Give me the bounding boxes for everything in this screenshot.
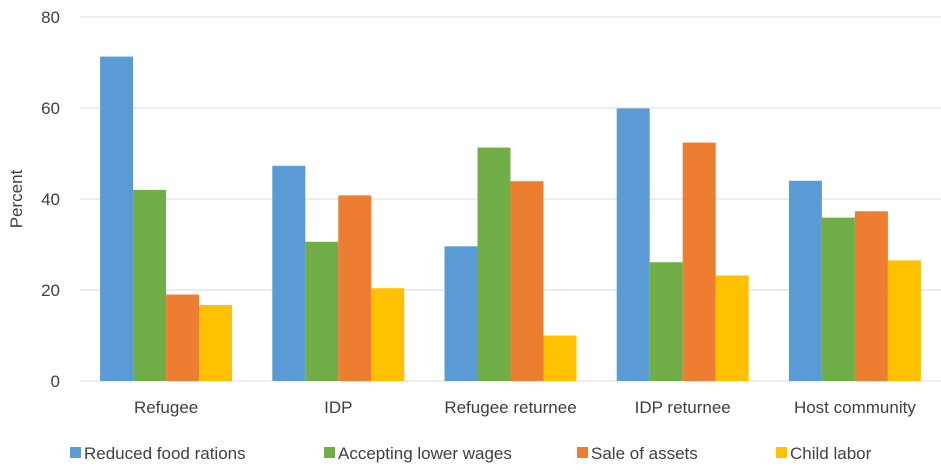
bar-reduced-food-rations-host-community — [788, 180, 822, 381]
bar-sale-of-assets-idp-returnee — [682, 142, 716, 381]
bar-sale-of-assets-refugee-returnee — [510, 181, 544, 381]
bar-accepting-lower-wages-idp — [305, 241, 339, 381]
bar-reduced-food-rations-refugee — [100, 56, 134, 382]
legend-label: Accepting lower wages — [338, 444, 512, 463]
bar-accepting-lower-wages-host-community — [821, 217, 855, 381]
bar-child-labor-refugee-returnee — [543, 335, 577, 381]
legend-label: Reduced food rations — [84, 444, 246, 463]
legend-swatch — [776, 447, 787, 458]
bar-reduced-food-rations-refugee-returnee — [444, 246, 478, 381]
y-axis-ticks: 0 20 40 60 80 — [41, 8, 60, 391]
x-tick-label: Refugee — [134, 398, 198, 417]
bars — [100, 56, 921, 382]
x-tick-label: Refugee returnee — [444, 398, 576, 417]
bar-accepting-lower-wages-refugee — [133, 189, 167, 381]
bar-child-labor-idp-returnee — [715, 275, 749, 381]
legend: Reduced food rations Accepting lower wage… — [70, 444, 872, 463]
y-tick-label: 20 — [41, 281, 60, 300]
bar-accepting-lower-wages-idp-returnee — [649, 262, 683, 381]
bar-reduced-food-rations-idp — [272, 165, 306, 381]
y-tick-label: 0 — [51, 372, 60, 391]
bar-sale-of-assets-idp — [338, 195, 372, 381]
y-tick-label: 40 — [41, 190, 60, 209]
bar-reduced-food-rations-idp-returnee — [616, 108, 650, 381]
y-tick-label: 80 — [41, 8, 60, 27]
bar-accepting-lower-wages-refugee-returnee — [477, 147, 511, 381]
bar-child-labor-idp — [371, 288, 405, 381]
bar-sale-of-assets-host-community — [854, 211, 888, 381]
legend-swatch — [70, 447, 81, 458]
legend-swatch — [324, 447, 335, 458]
x-tick-label: IDP returnee — [635, 398, 731, 417]
y-tick-label: 60 — [41, 99, 60, 118]
y-axis-title: Percent — [7, 169, 26, 228]
x-tick-label: Host community — [794, 398, 916, 417]
bar-child-labor-host-community — [887, 260, 921, 381]
legend-swatch — [577, 447, 588, 458]
x-axis-ticks: Refugee IDP Refugee returnee IDP returnee Ho… — [134, 398, 916, 417]
legend-label: Sale of assets — [591, 444, 698, 463]
x-tick-label: IDP — [324, 398, 352, 417]
bar-child-labor-refugee — [199, 305, 233, 381]
legend-label: Child labor — [790, 444, 872, 463]
bar-sale-of-assets-refugee — [166, 294, 200, 381]
